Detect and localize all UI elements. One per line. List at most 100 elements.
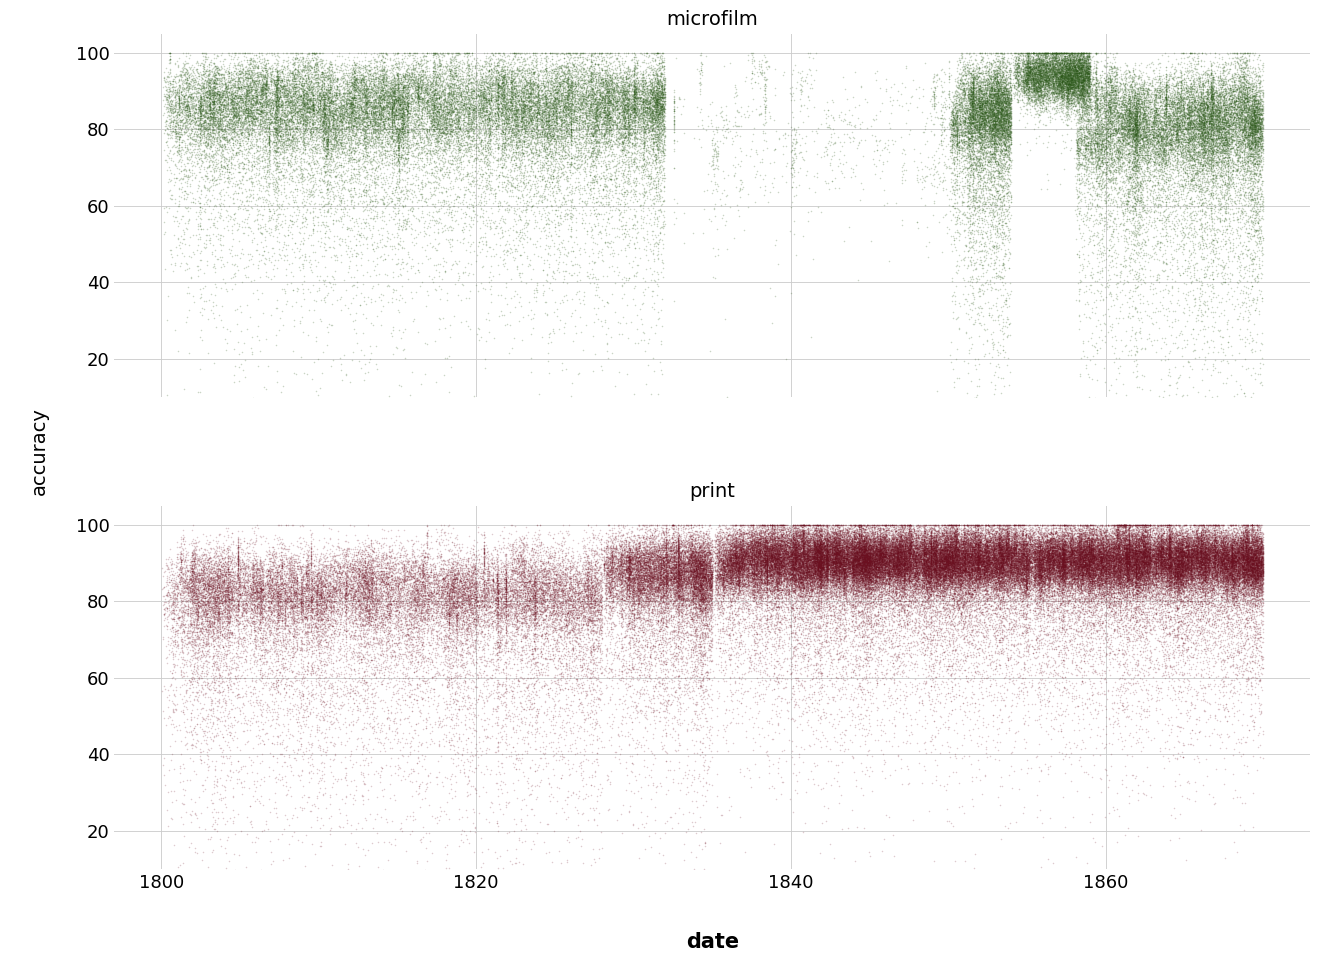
Point	[1079, 586, 1101, 601]
Point	[996, 579, 1017, 594]
Point	[196, 108, 218, 123]
Point	[263, 105, 285, 120]
Point	[719, 544, 741, 560]
Point	[930, 562, 952, 577]
Point	[1016, 558, 1038, 573]
Point	[774, 573, 796, 588]
Point	[527, 85, 548, 101]
Point	[1043, 544, 1064, 560]
Point	[1086, 518, 1107, 534]
Point	[1220, 552, 1242, 567]
Point	[622, 549, 644, 564]
Point	[253, 80, 274, 95]
Point	[884, 523, 906, 539]
Point	[997, 537, 1019, 552]
Point	[960, 540, 981, 555]
Point	[263, 587, 285, 602]
Point	[246, 60, 267, 75]
Point	[931, 118, 953, 133]
Point	[883, 517, 905, 533]
Point	[911, 564, 933, 580]
Point	[1067, 539, 1089, 554]
Point	[496, 610, 517, 625]
Point	[655, 630, 676, 645]
Point	[988, 539, 1009, 554]
Point	[418, 588, 439, 604]
Point	[1089, 551, 1110, 566]
Point	[513, 120, 535, 135]
Point	[649, 82, 671, 97]
Point	[1247, 60, 1269, 75]
Point	[207, 576, 228, 591]
Point	[1015, 606, 1036, 621]
Point	[1024, 73, 1046, 88]
Point	[991, 524, 1012, 540]
Point	[954, 540, 976, 555]
Point	[1071, 54, 1093, 69]
Point	[1125, 134, 1146, 150]
Point	[1149, 563, 1171, 578]
Point	[216, 575, 238, 590]
Point	[629, 578, 650, 593]
Point	[1132, 131, 1153, 146]
Point	[933, 592, 954, 608]
Point	[774, 560, 796, 575]
Point	[1152, 567, 1173, 583]
Point	[1234, 567, 1255, 583]
Point	[206, 143, 227, 158]
Point	[789, 551, 810, 566]
Point	[1024, 617, 1046, 633]
Point	[616, 89, 637, 105]
Point	[368, 93, 390, 108]
Point	[329, 230, 351, 246]
Point	[785, 542, 806, 558]
Point	[796, 553, 817, 568]
Point	[921, 562, 942, 577]
Point	[449, 138, 470, 154]
Point	[853, 566, 875, 582]
Point	[833, 566, 855, 582]
Point	[640, 670, 661, 685]
Point	[969, 556, 991, 571]
Point	[855, 557, 876, 572]
Point	[1063, 585, 1085, 600]
Point	[1031, 542, 1052, 558]
Point	[1027, 71, 1048, 86]
Point	[1027, 559, 1048, 574]
Point	[597, 548, 618, 564]
Point	[707, 541, 728, 557]
Point	[679, 524, 700, 540]
Point	[852, 535, 874, 550]
Point	[857, 563, 879, 578]
Point	[249, 650, 270, 665]
Point	[1179, 535, 1200, 550]
Point	[860, 588, 882, 604]
Point	[1212, 126, 1234, 141]
Point	[953, 563, 974, 578]
Point	[539, 157, 560, 173]
Point	[806, 559, 828, 574]
Point	[1219, 538, 1241, 553]
Point	[891, 537, 913, 552]
Point	[599, 544, 621, 560]
Point	[1187, 136, 1208, 152]
Point	[1167, 100, 1188, 115]
Point	[851, 542, 872, 558]
Point	[927, 171, 949, 186]
Point	[1231, 103, 1253, 118]
Point	[1181, 554, 1203, 569]
Point	[949, 92, 970, 108]
Point	[722, 531, 743, 546]
Point	[857, 550, 879, 565]
Point	[750, 554, 771, 569]
Point	[1175, 90, 1196, 106]
Point	[1116, 559, 1137, 574]
Point	[724, 541, 746, 557]
Point	[595, 108, 617, 124]
Point	[888, 636, 910, 652]
Point	[823, 526, 844, 541]
Point	[1050, 595, 1071, 611]
Point	[808, 555, 829, 570]
Point	[1191, 528, 1212, 543]
Point	[414, 555, 435, 570]
